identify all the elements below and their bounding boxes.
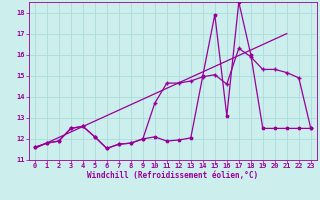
- X-axis label: Windchill (Refroidissement éolien,°C): Windchill (Refroidissement éolien,°C): [87, 171, 258, 180]
